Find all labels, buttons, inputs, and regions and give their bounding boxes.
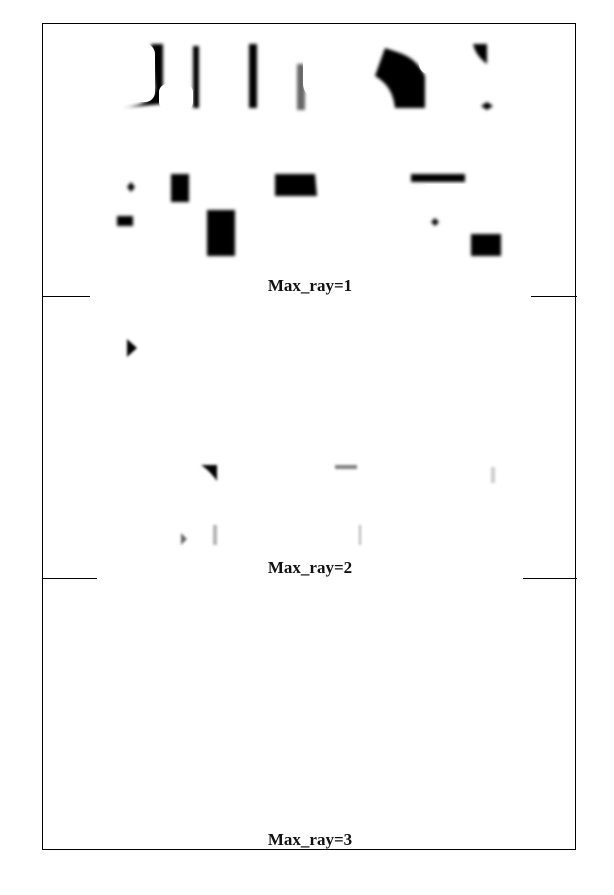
panel-separator [531,296,577,297]
figure-frame: Max_ray=1 Max_ray=2 Max_ray=3 [42,23,577,850]
panel-max-ray-3: Max_ray=3 [43,579,577,850]
mask-cutout [159,84,193,110]
mask-blob [411,174,465,182]
mask-blob [431,218,439,226]
mask-cutout [417,184,477,208]
mask-blob [193,46,199,108]
mask-blob [473,44,487,64]
mask-blob [491,467,495,483]
mask-blob [213,525,217,545]
mask-cutout [321,168,373,208]
panel-separator [42,578,97,579]
panel-caption-2: Max_ray=2 [267,558,353,577]
panel-max-ray-2: Max_ray=2 [43,297,577,578]
mask-blob [201,465,217,481]
mask-blob [481,102,493,110]
mask-blob [375,48,425,108]
mask-blob [117,216,133,226]
mask-blob [359,525,361,545]
mask-image-1 [117,44,501,256]
mask-cutout [303,44,363,98]
mask-blob [275,174,317,196]
mask-blob [181,533,187,545]
mask-blob [127,182,135,192]
panel-separator [523,578,577,579]
mask-blob [471,234,501,256]
mask-blob [335,465,357,469]
panel-separator [42,296,90,297]
mask-blob [249,44,257,108]
mask-image-2 [127,339,495,545]
panel-caption-1: Max_ray=1 [267,276,353,295]
panel-max-ray-1: Max_ray=1 [43,24,577,296]
mask-blob [207,210,235,256]
mask-blob [127,339,137,357]
mask-cutout [319,208,373,254]
mask-blob [171,174,189,202]
panel-caption-3: Max_ray=3 [267,830,353,849]
mask-cutout [119,44,155,102]
mask-cutout [419,44,469,74]
